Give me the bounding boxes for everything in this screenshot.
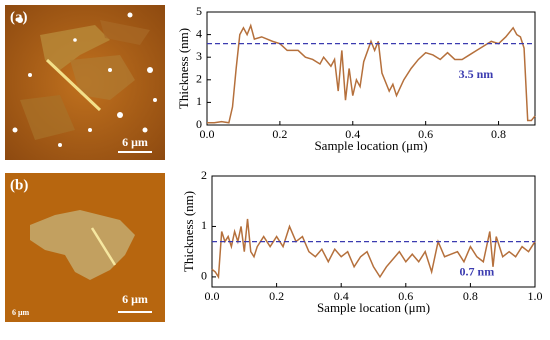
panel-label: (a) bbox=[10, 9, 28, 25]
afm-image-a: (a) 6 μm bbox=[5, 5, 165, 160]
y-tick-label: 2 bbox=[196, 72, 202, 86]
y-tick-label: 3 bbox=[196, 49, 202, 63]
y-axis-label: Thickness (nm) bbox=[176, 28, 191, 109]
y-tick-label: 0 bbox=[196, 117, 202, 131]
y-tick-label: 4 bbox=[196, 26, 202, 40]
x-tick-label: 0.2 bbox=[269, 289, 284, 303]
y-tick-label: 1 bbox=[201, 218, 207, 232]
x-tick-label: 0.2 bbox=[272, 127, 287, 141]
reference-label: 3.5 nm bbox=[459, 67, 494, 81]
scale-bar-label: 6 μm bbox=[122, 135, 148, 149]
y-tick-label: 5 bbox=[196, 4, 202, 18]
x-tick-label: 0.8 bbox=[491, 127, 506, 141]
plot-frame bbox=[211, 175, 536, 288]
x-tick-label: 0.6 bbox=[398, 289, 413, 303]
y-tick-label: 2 bbox=[201, 168, 207, 182]
data-line bbox=[211, 218, 536, 280]
scale-bar-label: 6 μm bbox=[122, 292, 148, 306]
y-axis-label: Thickness (nm) bbox=[181, 191, 196, 272]
x-tick-label: 0.0 bbox=[205, 289, 220, 303]
x-tick-label: 0.0 bbox=[200, 127, 215, 141]
x-tick-label: 0.4 bbox=[345, 127, 360, 141]
x-axis-label: Sample location (μm) bbox=[317, 300, 430, 315]
reference-label: 0.7 nm bbox=[460, 264, 495, 278]
x-axis-label: Sample location (μm) bbox=[314, 138, 427, 153]
x-tick-label: 0.4 bbox=[334, 289, 349, 303]
panel-label: (b) bbox=[10, 177, 28, 193]
y-tick-label: 1 bbox=[196, 94, 202, 108]
afm-image-b: (b) 6 μm 6 μm bbox=[5, 173, 165, 322]
y-tick-label: 0 bbox=[201, 269, 207, 283]
x-tick-label: 1.0 bbox=[528, 289, 543, 303]
image-caption: 6 μm bbox=[12, 308, 30, 317]
x-tick-label: 0.6 bbox=[418, 127, 433, 141]
x-tick-label: 0.8 bbox=[463, 289, 478, 303]
data-line bbox=[207, 23, 536, 124]
plot-frame bbox=[206, 11, 536, 126]
